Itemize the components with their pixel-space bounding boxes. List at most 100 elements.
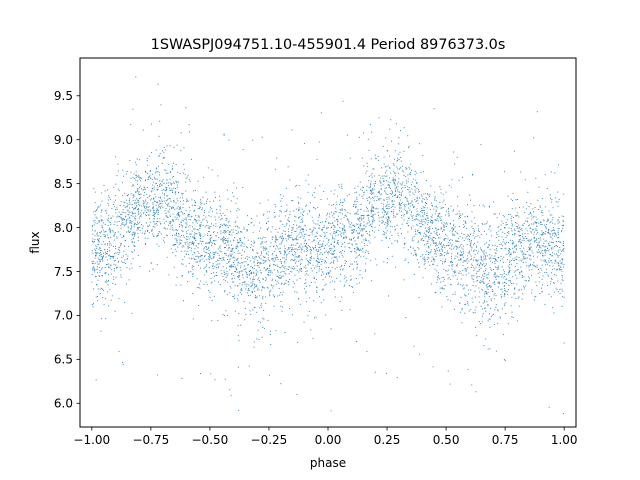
data-point — [342, 232, 344, 234]
data-point — [181, 275, 183, 277]
data-point — [98, 235, 100, 237]
data-point — [366, 170, 368, 172]
data-point — [126, 202, 128, 204]
data-point — [267, 217, 269, 219]
data-point — [413, 207, 415, 209]
data-point — [215, 226, 217, 228]
data-point — [263, 287, 265, 289]
data-point — [495, 275, 497, 277]
data-point — [255, 272, 257, 274]
data-point — [113, 276, 115, 278]
data-point — [440, 243, 442, 245]
data-point — [220, 238, 222, 240]
data-point — [101, 268, 103, 270]
data-point — [412, 215, 414, 217]
data-point — [466, 244, 468, 246]
data-point — [494, 255, 496, 257]
data-point — [271, 272, 273, 274]
data-point — [125, 223, 127, 225]
data-point — [217, 252, 219, 254]
data-point — [203, 260, 205, 262]
data-point — [132, 215, 134, 217]
data-point — [305, 239, 307, 241]
data-point — [395, 266, 397, 268]
data-point — [199, 233, 201, 235]
data-point — [91, 261, 93, 263]
data-point — [193, 210, 195, 212]
data-point — [382, 215, 384, 217]
data-point — [114, 283, 116, 285]
data-point — [445, 225, 447, 227]
data-point — [188, 253, 190, 255]
data-point — [518, 230, 520, 232]
data-point — [105, 318, 107, 320]
data-point — [411, 181, 413, 183]
data-point — [156, 220, 158, 222]
data-point — [280, 267, 282, 269]
data-point — [408, 202, 410, 204]
data-point — [495, 306, 497, 308]
data-point — [390, 188, 392, 190]
data-point — [348, 246, 350, 248]
data-point — [266, 211, 268, 213]
data-point — [173, 244, 175, 246]
data-point — [205, 270, 207, 272]
data-point — [456, 246, 458, 248]
data-point — [144, 170, 146, 172]
data-point — [516, 226, 518, 228]
data-point — [250, 244, 252, 246]
data-point — [121, 214, 123, 216]
data-point — [259, 262, 261, 264]
data-point — [406, 211, 408, 213]
data-point — [360, 256, 362, 258]
data-point — [562, 258, 564, 260]
data-point — [359, 224, 361, 226]
data-point — [124, 225, 126, 227]
data-point — [96, 223, 98, 225]
data-point — [354, 200, 356, 202]
data-point — [350, 263, 352, 265]
data-point — [451, 257, 453, 259]
data-point — [438, 243, 440, 245]
data-point — [179, 173, 181, 175]
data-point — [450, 300, 452, 302]
data-point — [166, 187, 168, 189]
data-point — [331, 253, 333, 255]
data-point — [445, 233, 447, 235]
data-point — [284, 249, 286, 251]
data-point — [146, 194, 148, 196]
data-point — [546, 261, 548, 263]
data-point — [342, 223, 344, 225]
data-point — [555, 245, 557, 247]
data-point — [164, 202, 166, 204]
data-point — [359, 217, 361, 219]
data-point — [432, 237, 434, 239]
data-point — [291, 229, 293, 231]
data-point — [180, 284, 182, 286]
data-point — [138, 187, 140, 189]
data-point — [98, 206, 100, 208]
data-point — [442, 280, 444, 282]
data-point — [255, 274, 257, 276]
data-point — [512, 316, 514, 318]
data-point — [224, 214, 226, 216]
data-point — [104, 281, 106, 283]
data-point — [387, 217, 389, 219]
data-point — [171, 227, 173, 229]
data-point — [300, 262, 302, 264]
data-point — [151, 262, 153, 264]
data-point — [195, 261, 197, 263]
data-point — [424, 218, 426, 220]
data-point — [298, 260, 300, 262]
data-point — [562, 296, 564, 298]
data-point — [397, 157, 399, 159]
data-point — [113, 246, 115, 248]
data-point — [530, 263, 532, 265]
data-point — [385, 193, 387, 195]
data-point — [544, 251, 546, 253]
data-point — [428, 252, 430, 254]
data-point — [505, 302, 507, 304]
data-point — [561, 249, 563, 251]
data-point — [237, 246, 239, 248]
data-point — [460, 272, 462, 274]
